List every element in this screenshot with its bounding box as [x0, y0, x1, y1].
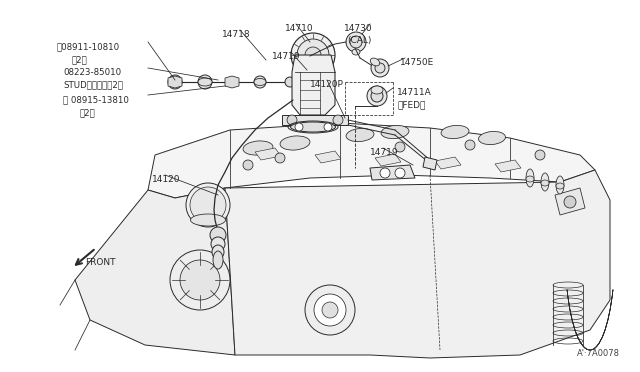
Ellipse shape: [526, 169, 534, 187]
Circle shape: [564, 196, 576, 208]
Ellipse shape: [213, 251, 223, 269]
Ellipse shape: [352, 49, 360, 55]
Ellipse shape: [291, 122, 335, 132]
Circle shape: [375, 63, 385, 73]
Circle shape: [211, 237, 225, 251]
Circle shape: [275, 153, 285, 163]
Circle shape: [380, 168, 390, 178]
Ellipse shape: [280, 136, 310, 150]
Circle shape: [333, 115, 343, 125]
Ellipse shape: [243, 141, 273, 155]
Polygon shape: [292, 55, 335, 115]
Polygon shape: [168, 76, 182, 88]
Circle shape: [322, 302, 338, 318]
Polygon shape: [225, 170, 610, 358]
Text: (CAL): (CAL): [347, 36, 371, 45]
Circle shape: [180, 260, 220, 300]
Text: 14120: 14120: [152, 175, 180, 184]
Text: 14718: 14718: [222, 30, 251, 39]
Ellipse shape: [381, 125, 409, 139]
Ellipse shape: [526, 176, 534, 182]
Circle shape: [254, 76, 266, 88]
Ellipse shape: [191, 214, 225, 226]
Text: Ⓧ08911-10810: Ⓧ08911-10810: [57, 42, 120, 51]
Circle shape: [305, 47, 321, 63]
Circle shape: [324, 123, 332, 131]
Text: FRONT: FRONT: [85, 258, 115, 267]
Circle shape: [371, 90, 383, 102]
Text: （2）: （2）: [80, 108, 96, 117]
Circle shape: [210, 227, 226, 243]
Ellipse shape: [346, 128, 374, 142]
Ellipse shape: [556, 176, 564, 194]
Polygon shape: [495, 160, 521, 172]
Polygon shape: [435, 157, 461, 169]
Circle shape: [168, 75, 182, 89]
Circle shape: [243, 160, 253, 170]
Text: （FED）: （FED）: [397, 100, 426, 109]
Polygon shape: [75, 188, 235, 355]
Ellipse shape: [371, 86, 383, 94]
Ellipse shape: [541, 173, 549, 191]
Text: 14719: 14719: [272, 52, 301, 61]
Circle shape: [291, 33, 335, 77]
Circle shape: [371, 59, 389, 77]
Ellipse shape: [556, 183, 564, 189]
Polygon shape: [255, 148, 281, 160]
Text: 14120P: 14120P: [310, 80, 344, 89]
Polygon shape: [148, 123, 595, 198]
Circle shape: [186, 183, 230, 227]
Circle shape: [285, 77, 295, 87]
Ellipse shape: [254, 78, 266, 86]
Circle shape: [465, 140, 475, 150]
Ellipse shape: [212, 245, 224, 259]
Polygon shape: [315, 151, 341, 163]
Circle shape: [190, 187, 226, 223]
Ellipse shape: [541, 180, 549, 186]
Text: 14710: 14710: [285, 24, 314, 33]
Circle shape: [367, 86, 387, 106]
Text: STUDスタッド（2）: STUDスタッド（2）: [63, 80, 123, 89]
Text: （2）: （2）: [72, 55, 88, 64]
Ellipse shape: [441, 125, 469, 139]
Ellipse shape: [371, 58, 380, 66]
Circle shape: [395, 142, 405, 152]
Polygon shape: [555, 188, 585, 215]
Circle shape: [346, 32, 366, 52]
Polygon shape: [225, 76, 239, 88]
Polygon shape: [370, 165, 415, 180]
Circle shape: [297, 39, 329, 71]
Polygon shape: [282, 115, 348, 125]
Circle shape: [350, 36, 362, 48]
Text: 14750E: 14750E: [400, 58, 435, 67]
Circle shape: [305, 285, 355, 335]
Text: 08223-85010: 08223-85010: [63, 68, 121, 77]
Circle shape: [295, 123, 303, 131]
Circle shape: [170, 250, 230, 310]
Ellipse shape: [198, 78, 212, 86]
Circle shape: [535, 150, 545, 160]
Circle shape: [314, 294, 346, 326]
Ellipse shape: [479, 131, 506, 145]
Text: A'·7A0078: A'·7A0078: [577, 349, 620, 358]
Text: 14719: 14719: [370, 148, 399, 157]
Circle shape: [198, 75, 212, 89]
Text: 14730: 14730: [344, 24, 372, 33]
Text: 14711A: 14711A: [397, 88, 432, 97]
Polygon shape: [423, 157, 437, 170]
Polygon shape: [375, 154, 401, 166]
Text: Ⓟ 08915-13810: Ⓟ 08915-13810: [63, 95, 129, 104]
Circle shape: [395, 168, 405, 178]
Circle shape: [287, 115, 297, 125]
